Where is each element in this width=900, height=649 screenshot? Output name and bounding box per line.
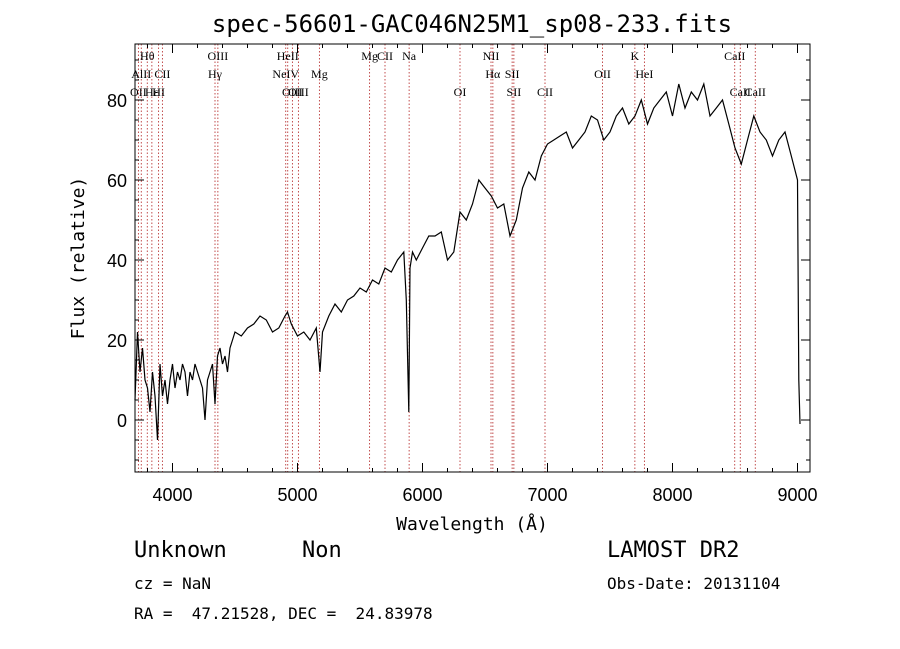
object-subclass: Non xyxy=(302,538,342,563)
x-tick-label: 8000 xyxy=(652,485,692,505)
spectral-line-label: K xyxy=(631,49,640,63)
spectral-line-markers xyxy=(137,44,756,472)
y-tick-label: 0 xyxy=(117,411,127,431)
x-axis-label: Wavelength (Å) xyxy=(396,513,548,535)
spectral-line-label: Hθ xyxy=(140,49,155,63)
spectral-line-label: OIII xyxy=(208,49,229,63)
y-tick-label: 20 xyxy=(107,331,127,351)
spectral-line-label: Hγ xyxy=(208,67,223,81)
spectral-line-label: AlII xyxy=(131,67,151,81)
spectral-line-label: NeIV xyxy=(272,67,299,81)
spectral-line-label: Mg xyxy=(311,67,328,81)
spectral-line-label: Na xyxy=(402,49,417,63)
spectral-line-label: CII xyxy=(537,85,553,99)
y-axis-ticks: 0 20 40 60 80 xyxy=(107,59,810,461)
spectrum-series-line xyxy=(134,81,801,441)
spectral-line-label: CII xyxy=(377,49,393,63)
spectral-line-label: SII xyxy=(507,85,522,99)
survey-name: LAMOST DR2 xyxy=(607,538,740,563)
observation-date: Obs-Date: 20131104 xyxy=(607,574,781,593)
x-tick-label: 6000 xyxy=(402,485,442,505)
y-tick-label: 80 xyxy=(107,91,127,111)
spectral-line-label: Mg xyxy=(361,49,378,63)
chart-title: spec-56601-GAC046N25M1_sp08-233.fits xyxy=(212,10,732,38)
ra-dec-coordinates: RA = 47.21528, DEC = 24.83978 xyxy=(134,604,433,623)
spectral-line-label: Hα xyxy=(485,67,501,81)
spectral-line-label: OIII xyxy=(288,85,309,99)
spectral-line-label: OIII xyxy=(282,85,303,99)
spectral-line-label: OII xyxy=(594,67,611,81)
redshift-cz: cz = NaN xyxy=(134,574,212,593)
spectral-line-label: HeII xyxy=(277,49,299,63)
spectral-line-labels: HθAlIIOIIHεHICIIOIIIHγHeIINeIVOIIIOIIIMg… xyxy=(130,49,766,99)
spectral-line-label: CaII xyxy=(724,49,745,63)
spectral-line-label: HeI xyxy=(635,67,653,81)
spectral-line-label: SII xyxy=(505,67,520,81)
y-tick-label: 60 xyxy=(107,171,127,191)
x-tick-label: 7000 xyxy=(527,485,567,505)
spectral-line-label: OII xyxy=(130,85,147,99)
spectral-line-label: NII xyxy=(483,49,500,63)
x-axis-ticks: 4000 5000 6000 7000 8000 9000 xyxy=(147,44,818,505)
spectral-line-label: HI xyxy=(152,85,165,99)
x-tick-label: 4000 xyxy=(152,485,192,505)
x-tick-label: 9000 xyxy=(777,485,817,505)
spectral-line-label: CII xyxy=(154,67,170,81)
object-class: Unknown xyxy=(134,538,227,563)
y-axis-label: Flux (relative) xyxy=(68,177,89,340)
spectral-line-label: OI xyxy=(454,85,467,99)
spectral-line-label: CaII xyxy=(745,85,766,99)
spectral-line-label: Hε xyxy=(145,85,159,99)
spectral-line-label: CaII xyxy=(730,85,751,99)
x-tick-label: 5000 xyxy=(277,485,317,505)
y-tick-label: 40 xyxy=(107,251,127,271)
